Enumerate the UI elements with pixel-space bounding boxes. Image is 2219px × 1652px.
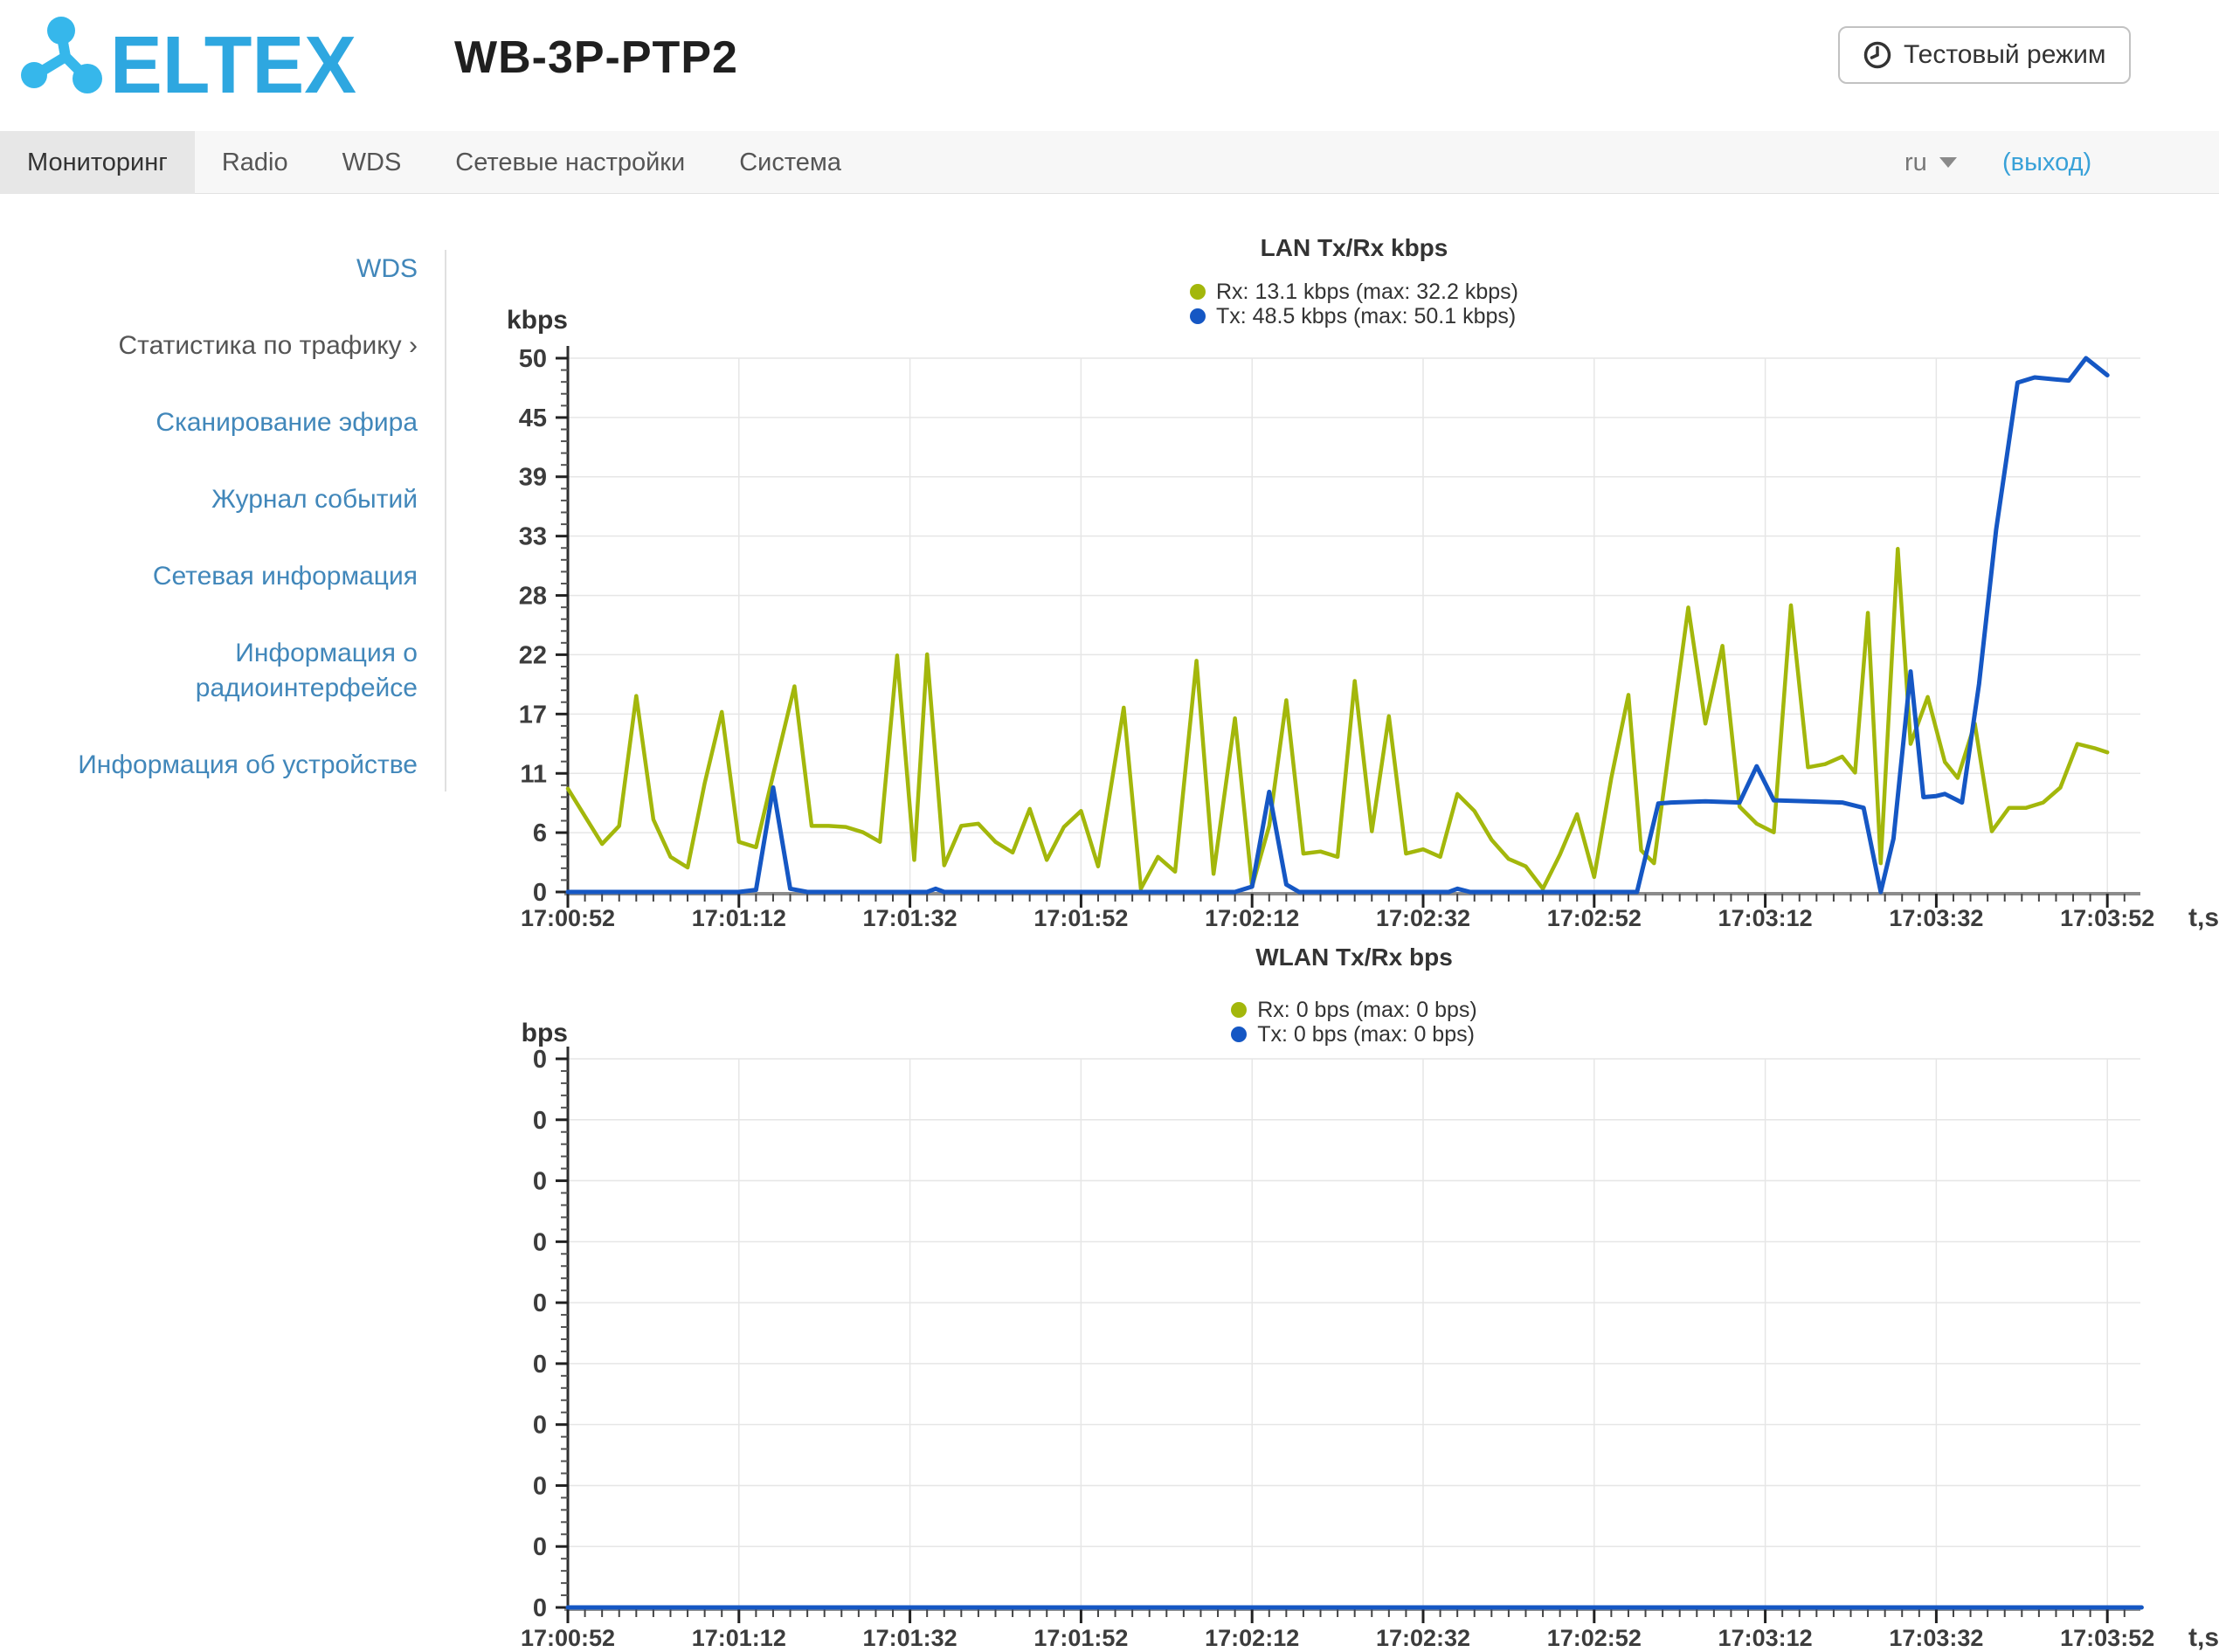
eltex-logo-icon	[21, 17, 102, 93]
test-mode-label: Тестовый режим	[1904, 40, 2106, 69]
language-selector[interactable]: ru	[1904, 131, 1957, 194]
wlan-chart-plot: 0 0 0 0 0 0 0 0 0 0 17:00:52 17:01:12 17:01:32 17:01:…	[521, 1046, 2219, 1652]
legend-label: Rx: 0 bps (max: 0 bps)	[1257, 997, 1477, 1022]
legend-dot-Tx	[1231, 1026, 1248, 1042]
sidebar-menu: WDS Статистика по трафику › Сканирование э…	[0, 252, 418, 783]
legend-row: Rx: 13.1 kbps (max: 32.2 kbps)	[1190, 280, 1518, 304]
svg-text:17:03:32: 17:03:32	[1889, 1625, 1983, 1651]
lan-chart-legend: Rx: 13.1 kbps (max: 32.2 kbps) Tx: 48.5 k…	[489, 280, 2219, 328]
svg-text:0: 0	[533, 1412, 547, 1440]
svg-text:0: 0	[533, 1107, 547, 1135]
svg-text:17:01:52: 17:01:52	[1033, 905, 1128, 931]
sidebar-item[interactable]: Информация о радиоинтерфейсе	[195, 639, 418, 702]
svg-text:17:03:32: 17:03:32	[1889, 905, 1983, 931]
legend-row: Rx: 0 bps (max: 0 bps)	[1231, 997, 1477, 1022]
svg-text:0: 0	[533, 1594, 547, 1622]
legend-row: Tx: 48.5 kbps (max: 50.1 kbps)	[1190, 304, 1518, 328]
eltex-logo-text: ELTEX	[110, 19, 356, 103]
svg-text:17:01:12: 17:01:12	[692, 905, 786, 931]
legend-label: Tx: 48.5 kbps (max: 50.1 kbps)	[1216, 303, 1517, 328]
svg-text:17:01:52: 17:01:52	[1033, 1625, 1128, 1651]
svg-text:17:01:32: 17:01:32	[863, 905, 957, 931]
svg-text:0: 0	[533, 879, 547, 907]
svg-text:17:01:12: 17:01:12	[692, 1625, 786, 1651]
tab-WDS[interactable]: WDS	[342, 149, 402, 176]
navbar: Мониторинг Radio WDS Сетевые настройки Систе…	[0, 131, 2219, 194]
eltex-logo: ELTEX	[21, 17, 356, 103]
svg-text:0: 0	[533, 1168, 547, 1196]
wlan-chart-ylabel: bps	[521, 1019, 568, 1047]
svg-text:17:02:52: 17:02:52	[1547, 905, 1642, 931]
wlan-chart-legend: Rx: 0 bps (max: 0 bps) Tx: 0 bps (max: 0 …	[489, 998, 2219, 1047]
test-mode-button[interactable]: Тестовый режим	[1838, 26, 2131, 84]
svg-text:17:02:52: 17:02:52	[1547, 1625, 1642, 1651]
tab-Система[interactable]: Система	[739, 149, 841, 176]
svg-text:17:02:32: 17:02:32	[1376, 1625, 1470, 1651]
sidebar-divider	[445, 250, 446, 791]
svg-text:0: 0	[533, 1046, 547, 1074]
sidebar-item[interactable]: Сетевая информация	[152, 562, 418, 591]
legend-label: Tx: 0 bps (max: 0 bps)	[1257, 1021, 1475, 1047]
legend-dot-Rx	[1190, 284, 1206, 300]
legend-label: Rx: 13.1 kbps (max: 32.2 kbps)	[1216, 279, 1518, 304]
svg-text:t,s: t,s	[2188, 1623, 2219, 1652]
svg-text:0: 0	[533, 1472, 547, 1500]
svg-text:17:01:32: 17:01:32	[863, 1625, 957, 1651]
tab-Radio[interactable]: Radio	[221, 149, 288, 176]
nav-tabs: Мониторинг Radio WDS Сетевые настройки Систе…	[0, 131, 2219, 194]
legend-row: Tx: 0 bps (max: 0 bps)	[1231, 1022, 1476, 1047]
wlan-chart-title: WLAN Tx/Rx bps	[1255, 944, 1453, 971]
sidebar-item[interactable]: Информация об устройстве	[78, 750, 418, 779]
page-title: WB-3P-PTP2	[454, 32, 738, 83]
svg-text:0: 0	[533, 1533, 547, 1561]
svg-text:17:03:52: 17:03:52	[2060, 905, 2154, 931]
tab-Сетевые настройки[interactable]: Сетевые настройки	[455, 149, 686, 176]
logout-link[interactable]: (выход)	[2002, 149, 2092, 176]
svg-text:33: 33	[519, 523, 547, 551]
svg-text:t,s: t,s	[2188, 903, 2219, 932]
chevron-down-icon	[1939, 157, 1957, 168]
svg-text:50: 50	[519, 345, 547, 373]
svg-text:28: 28	[519, 583, 547, 611]
svg-text:0: 0	[533, 1228, 547, 1256]
sidebar-item[interactable]: Статистика по трафику ›	[118, 331, 418, 360]
svg-text:17:02:12: 17:02:12	[1205, 1625, 1299, 1651]
svg-text:6: 6	[533, 819, 547, 847]
lan-chart-plot: 0 6 11 17 22 28 33 39 45 50 17:00:52 17:01:12 17:01:…	[519, 345, 2219, 932]
sidebar-item[interactable]: Журнал событий	[211, 485, 418, 514]
lan-chart-ylabel: kbps	[506, 306, 568, 335]
svg-text:45: 45	[519, 404, 547, 432]
svg-text:17:00:52: 17:00:52	[521, 905, 615, 931]
svg-text:17:02:12: 17:02:12	[1205, 905, 1299, 931]
legend-dot-Tx	[1190, 308, 1206, 324]
svg-text:39: 39	[519, 464, 547, 492]
tab-Мониторинг[interactable]: Мониторинг	[0, 131, 195, 194]
sidebar-item[interactable]: WDS	[356, 254, 418, 283]
svg-text:17:03:12: 17:03:12	[1718, 1625, 1813, 1651]
svg-text:0: 0	[533, 1289, 547, 1317]
svg-text:11: 11	[520, 760, 547, 788]
svg-text:17: 17	[519, 701, 547, 729]
svg-text:17:03:12: 17:03:12	[1718, 905, 1813, 931]
header: ELTEX WB-3P-PTP2 Тестовый режим	[0, 0, 2219, 131]
legend-dot-Rx	[1231, 1002, 1248, 1018]
sidebar-item[interactable]: Сканирование эфира	[156, 408, 418, 437]
lan-chart-title: LAN Tx/Rx kbps	[1260, 234, 1448, 261]
svg-text:17:02:32: 17:02:32	[1376, 905, 1470, 931]
svg-text:17:03:52: 17:03:52	[2060, 1625, 2154, 1651]
language-value: ru	[1904, 149, 1927, 176]
svg-text:0: 0	[533, 1351, 547, 1379]
svg-text:22: 22	[519, 641, 547, 669]
svg-text:17:00:52: 17:00:52	[521, 1625, 615, 1651]
clock-icon	[1863, 41, 1891, 69]
